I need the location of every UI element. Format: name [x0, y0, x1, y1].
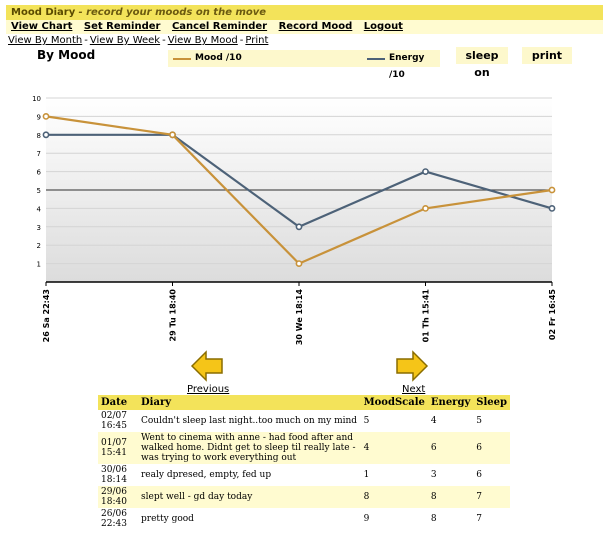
y-tick-label: 9 — [37, 113, 41, 121]
view-by-mood-link[interactable]: View By Mood — [167, 35, 238, 46]
energy-point — [42, 131, 50, 139]
energy-point — [548, 205, 556, 212]
main-menu: View Chart Set Reminder Cancel Reminder … — [6, 20, 603, 34]
header-sleep: Sleep — [473, 395, 510, 410]
diary-table: Date Diary MoodScale Energy Sleep 02/07 … — [98, 395, 510, 530]
mood-point — [422, 205, 429, 212]
table-row: 02/07 16:45 Couldn't sleep last night..t… — [98, 410, 510, 432]
energy-point — [295, 223, 303, 231]
row-mood: 1 — [363, 470, 370, 480]
row-sleep: 7 — [476, 514, 482, 524]
row-date: 02/07 16:45 — [101, 411, 127, 431]
x-tick-label: 26 Sa 22:43 — [42, 289, 51, 342]
row-diary: Couldn't sleep last night..too much on m… — [141, 416, 358, 426]
nav-separator: - — [239, 35, 244, 46]
header-moodscale: MoodScale — [360, 395, 428, 410]
menu-view-chart[interactable]: View Chart — [11, 21, 73, 32]
print-button[interactable]: print — [522, 47, 572, 64]
y-tick-label: 7 — [37, 150, 41, 158]
row-sleep: 7 — [473, 486, 510, 508]
row-diary: slept well - gd day today — [138, 486, 361, 508]
legend-swatch-mood — [173, 58, 191, 60]
x-tick-label: 30 We 18:14 — [295, 289, 304, 346]
row-energy: 8 — [430, 514, 437, 524]
row-energy: 8 — [427, 486, 474, 508]
row-mood: 8 — [360, 486, 428, 508]
row-date: 01/07 15:41 — [98, 432, 138, 464]
next-link[interactable]: Next — [402, 384, 426, 395]
row-mood: 5 — [363, 416, 370, 426]
row-date: 26/06 22:43 — [101, 509, 127, 529]
y-tick-label: 2 — [37, 242, 41, 250]
row-mood: 9 — [363, 514, 370, 524]
x-tick-label: 01 Th 15:41 — [422, 289, 431, 343]
view-by-week-link[interactable]: View By Week — [89, 35, 161, 46]
header-diary: Diary — [138, 395, 361, 410]
y-tick-label: 10 — [32, 95, 41, 103]
table-row: 30/06 18:14 realy dpresed, empty, fed up… — [98, 464, 510, 486]
menu-logout[interactable]: Logout — [363, 21, 403, 32]
mood-point — [169, 131, 176, 139]
row-diary: pretty good — [141, 514, 194, 524]
mood-point — [295, 260, 303, 267]
mood-line-chart: 1 2 3 4 5 6 7 8 9 10 26 Sa 22:43 29 Tu 18:40 30 We … — [32, 95, 557, 346]
table-header-row: Date Diary MoodScale Energy Sleep — [98, 395, 510, 410]
legend-label-energy: Energy /10 — [389, 53, 425, 80]
nav-separator: - — [84, 35, 88, 46]
previous-arrow-icon[interactable] — [190, 350, 224, 382]
chart-title: By Mood — [37, 48, 96, 62]
row-diary: realy dpresed, empty, fed up — [141, 470, 272, 480]
y-tick-label: 4 — [37, 205, 42, 213]
row-date: 29/06 18:40 — [98, 486, 138, 508]
y-tick-label: 1 — [37, 261, 41, 269]
menu-record-mood[interactable]: Record Mood — [278, 21, 353, 32]
previous-link[interactable]: Previous — [187, 384, 230, 395]
mood-point — [42, 112, 50, 120]
row-energy: 4 — [430, 416, 437, 426]
energy-point — [422, 168, 429, 175]
y-tick-label: 3 — [37, 224, 41, 232]
sleep-toggle-button[interactable]: sleep on — [456, 47, 508, 79]
y-tick-label: 5 — [37, 187, 41, 195]
row-date: 30/06 18:14 — [101, 465, 127, 485]
legend-swatch-energy — [367, 58, 385, 60]
row-diary: Went to cinema with anne - had food afte… — [138, 432, 361, 464]
table-row: 29/06 18:40 slept well - gd day today 8 … — [98, 486, 510, 508]
next-arrow-icon[interactable] — [395, 350, 429, 382]
legend-label-mood: Mood /10 — [195, 53, 242, 63]
row-energy: 6 — [427, 432, 474, 464]
y-tick-label: 8 — [37, 132, 41, 140]
row-sleep: 6 — [473, 432, 510, 464]
app-tagline: - record your moods on the move — [78, 7, 267, 18]
view-nav: View By Month - View By Week - View By Mood -… — [8, 34, 268, 47]
app-title: Mood Diary — [11, 7, 76, 18]
row-sleep: 6 — [476, 470, 482, 480]
x-tick-label: 02 Fr 16:45 — [548, 289, 557, 341]
mood-point — [548, 186, 556, 194]
nav-separator: - — [162, 35, 166, 46]
row-mood: 4 — [360, 432, 428, 464]
view-by-month-link[interactable]: View By Month — [8, 35, 83, 46]
menu-set-reminder[interactable]: Set Reminder — [83, 21, 161, 32]
row-energy: 3 — [430, 470, 437, 480]
header-date: Date — [98, 395, 138, 410]
app-title-bar: Mood Diary - record your moods on the mo… — [6, 5, 603, 20]
header-energy: Energy — [427, 395, 474, 410]
row-sleep: 5 — [476, 416, 482, 426]
menu-cancel-reminder[interactable]: Cancel Reminder — [171, 21, 268, 32]
table-row: 26/06 22:43 pretty good 9 8 7 — [98, 508, 510, 530]
table-row: 01/07 15:41 Went to cinema with anne - h… — [98, 432, 510, 464]
x-tick-label: 29 Tu 18:40 — [169, 289, 178, 342]
print-link[interactable]: Print — [245, 35, 269, 46]
y-tick-label: 6 — [37, 169, 42, 177]
chart-legend: Mood /10 Energy /10 — [168, 50, 440, 80]
